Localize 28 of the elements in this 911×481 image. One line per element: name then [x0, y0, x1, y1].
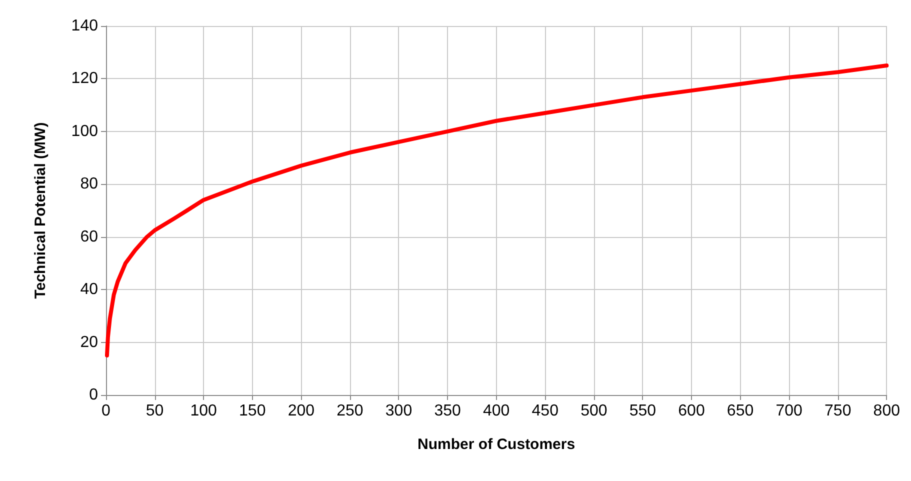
x-axis-title: Number of Customers	[418, 436, 576, 453]
x-tick-label: 100	[190, 402, 218, 420]
y-tick-label: 100	[71, 122, 98, 140]
y-tick-label: 20	[80, 334, 98, 351]
x-tick-label: 50	[146, 402, 164, 420]
y-tick-label: 60	[80, 228, 98, 246]
line-series	[104, 64, 889, 358]
x-tick-label: 150	[239, 402, 266, 420]
x-tick-label: 700	[776, 402, 803, 420]
x-tick-label: 450	[532, 402, 559, 420]
x-tick-label: 750	[824, 402, 852, 420]
x-tick-label: 600	[678, 402, 705, 420]
x-tick-label: 0	[102, 402, 111, 420]
y-axis-title: Technical Potential (MW)	[32, 122, 49, 299]
x-tick-label: 800	[873, 402, 900, 420]
x-tick-label: 200	[288, 402, 315, 420]
x-tick-label: 300	[385, 402, 412, 420]
y-tick-label: 140	[71, 18, 98, 34]
x-tick-label: 650	[726, 402, 754, 420]
y-tick-label: 120	[71, 70, 98, 88]
x-tick-label: 250	[336, 402, 364, 420]
y-tick-label: 0	[89, 386, 98, 404]
x-tick-label: 400	[482, 402, 510, 420]
y-tick-label: 80	[80, 176, 98, 193]
x-tick-label: 550	[629, 402, 656, 420]
x-tick-label: 350	[434, 402, 461, 420]
y-tick-label: 40	[80, 281, 98, 298]
x-tick-label: 500	[580, 402, 608, 420]
